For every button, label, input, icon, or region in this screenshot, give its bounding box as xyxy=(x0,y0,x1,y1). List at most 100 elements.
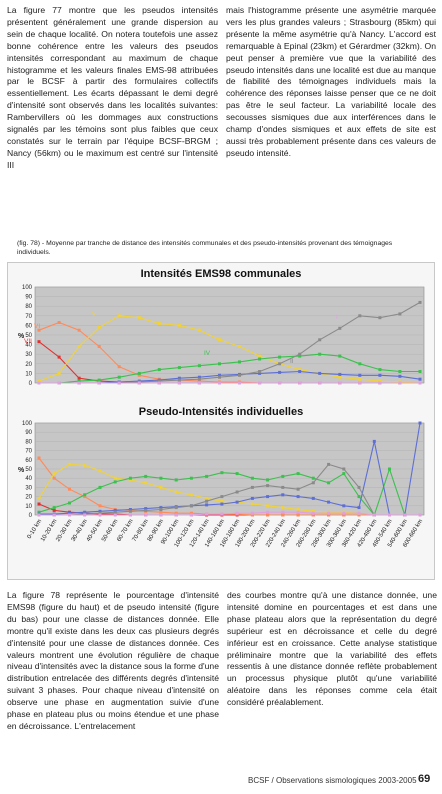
data-point-VI xyxy=(296,513,300,517)
data-point-II xyxy=(358,314,362,318)
data-point-I xyxy=(281,510,285,514)
data-point-IV xyxy=(238,360,241,364)
data-point-V xyxy=(298,368,302,372)
y-tick-label: 100 xyxy=(22,285,33,291)
data-point-V xyxy=(197,328,201,332)
data-point-II xyxy=(98,511,102,515)
data-point-I xyxy=(342,511,346,515)
data-point-II xyxy=(205,499,209,503)
y-tick-label: 50 xyxy=(25,333,32,339)
data-point-I xyxy=(205,512,209,516)
data-point-I xyxy=(218,381,221,385)
data-point-I xyxy=(52,513,56,517)
data-point-II xyxy=(220,495,224,499)
data-point-III xyxy=(398,374,402,378)
y-axis-label: % xyxy=(18,333,25,340)
data-point-III xyxy=(250,496,254,500)
data-point-III xyxy=(205,503,209,507)
data-point-IV xyxy=(197,364,201,368)
data-point-II xyxy=(398,312,402,316)
data-point-III xyxy=(144,507,148,511)
data-point-V xyxy=(117,314,121,318)
series-line-V xyxy=(38,315,421,384)
data-point-VI xyxy=(342,513,346,517)
data-point-V xyxy=(174,490,178,494)
data-point-I xyxy=(97,381,101,385)
data-point-II xyxy=(296,487,300,491)
data-point-I xyxy=(296,510,300,514)
data-point-IV xyxy=(205,474,209,478)
y-tick-label: 10 xyxy=(25,504,32,510)
data-point-II xyxy=(418,300,422,304)
data-point-III xyxy=(311,496,315,500)
data-point-VI xyxy=(311,513,315,517)
data-point-II xyxy=(278,362,282,366)
data-point-IV xyxy=(218,362,221,366)
data-point-I xyxy=(37,513,41,517)
data-point-IV xyxy=(250,476,254,480)
data-point-III xyxy=(418,421,422,425)
data-point-II xyxy=(177,378,181,382)
data-point-IV xyxy=(144,474,148,478)
data-point-I xyxy=(98,513,102,517)
data-point-I xyxy=(358,381,362,385)
data-point-III xyxy=(318,371,322,375)
data-point-III xyxy=(258,371,262,375)
data-point-I xyxy=(238,381,241,385)
y-tick-label: 40 xyxy=(25,343,32,349)
series-annotation-V: V xyxy=(92,311,97,318)
data-point-III xyxy=(357,506,361,510)
data-point-IV xyxy=(157,368,161,372)
data-point-IV xyxy=(298,354,302,358)
data-point-I xyxy=(174,513,178,517)
data-point-IV xyxy=(37,510,41,514)
y-tick-label: 90 xyxy=(25,430,32,436)
data-point-I xyxy=(278,381,282,385)
text-column-top-left: La figure 77 montre que les pseudos inte… xyxy=(7,5,218,172)
data-point-I xyxy=(117,381,121,385)
data-point-II xyxy=(357,485,361,489)
data-point-I xyxy=(235,511,239,515)
data-point-V xyxy=(258,354,262,358)
data-point-V xyxy=(238,345,241,348)
y-axis-label: % xyxy=(18,467,25,474)
series-annotation-II: II xyxy=(290,358,294,365)
series-line-I xyxy=(39,511,420,516)
data-point-I xyxy=(357,511,361,515)
data-point-V xyxy=(113,476,117,480)
data-point-I xyxy=(318,381,322,385)
data-point-VI xyxy=(137,373,141,377)
data-point-II xyxy=(128,509,132,513)
data-point-IV xyxy=(398,370,402,373)
series-annotation-VII: VII xyxy=(24,338,32,345)
data-point-II xyxy=(238,373,241,377)
data-point-IV xyxy=(117,375,121,379)
data-point-I xyxy=(388,513,391,517)
text-column-bottom-left: La figure 78 représente le pourcentage d… xyxy=(7,590,219,733)
data-point-IV xyxy=(281,474,285,478)
series-annotation-I: I xyxy=(336,314,338,321)
data-point-V xyxy=(358,377,362,381)
data-point-V xyxy=(37,379,41,383)
data-point-III xyxy=(197,375,201,379)
data-point-II xyxy=(174,506,178,510)
data-point-III xyxy=(418,377,422,381)
y-tick-label: 30 xyxy=(25,352,32,358)
data-point-IV xyxy=(128,476,132,480)
data-point-IV xyxy=(318,352,322,356)
figure-78: Intensités EMS98 communales 0 10 20 30 40 50 60… xyxy=(7,262,435,580)
series-line-IV xyxy=(39,353,420,384)
data-point-I xyxy=(403,513,407,517)
data-point-VI xyxy=(37,456,41,460)
data-point-III xyxy=(68,511,71,515)
data-point-II xyxy=(197,377,201,381)
data-point-V xyxy=(77,345,81,348)
data-point-III xyxy=(358,373,362,377)
data-point-I xyxy=(159,513,163,517)
y-tick-label: 0 xyxy=(29,513,33,519)
data-point-IV xyxy=(342,472,346,476)
data-point-VI xyxy=(83,495,87,499)
figure-caption: (fig. 78) - Moyenne par tranche de dista… xyxy=(17,240,393,256)
y-tick-label: 60 xyxy=(25,458,32,464)
data-point-IV xyxy=(137,371,141,375)
